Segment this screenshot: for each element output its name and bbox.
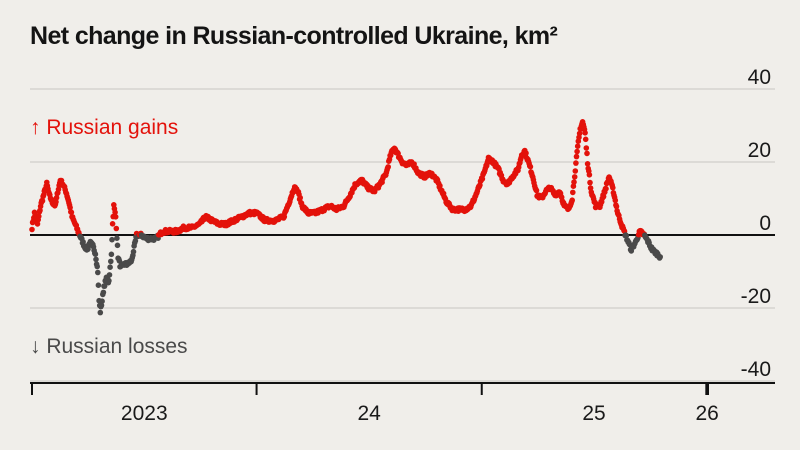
annotation-russian-losses: ↓ Russian losses xyxy=(30,335,188,358)
gain-point xyxy=(113,225,120,232)
loss-point xyxy=(108,251,115,258)
loss-point xyxy=(130,248,137,255)
loss-point xyxy=(94,263,100,270)
loss-point xyxy=(106,277,112,284)
gain-point xyxy=(36,213,42,220)
gain-point xyxy=(112,214,119,220)
gain-point xyxy=(109,221,116,227)
gain-point xyxy=(573,153,580,160)
gain-point xyxy=(587,179,593,186)
gain-point xyxy=(297,194,304,201)
loss-point xyxy=(98,302,105,309)
loss-point xyxy=(95,282,102,289)
gain-point xyxy=(576,130,583,137)
chart-title: Net change in Russian-controlled Ukraine… xyxy=(30,22,558,50)
gain-point xyxy=(571,174,578,180)
gain-point xyxy=(584,150,590,157)
gain-point xyxy=(569,197,575,203)
gain-point xyxy=(53,199,59,205)
gain-point xyxy=(574,148,580,155)
y-tick-label: -40 xyxy=(741,358,771,381)
gain-point xyxy=(281,213,288,220)
gain-point xyxy=(573,160,579,166)
gain-point xyxy=(479,176,486,182)
x-tick-label: 26 xyxy=(695,402,718,425)
loss-point xyxy=(109,236,115,243)
gain-point xyxy=(39,198,46,204)
loss-point xyxy=(101,283,108,289)
y-tick-label: 20 xyxy=(748,139,771,162)
gain-point xyxy=(610,184,616,191)
gain-point xyxy=(582,130,588,136)
gain-point xyxy=(37,207,43,214)
loss-point xyxy=(132,238,139,244)
x-tick-label: 24 xyxy=(357,402,381,425)
loss-point xyxy=(93,256,99,263)
gain-point xyxy=(385,164,392,170)
gain-point xyxy=(613,203,620,210)
gain-point xyxy=(523,150,529,156)
gain-point xyxy=(67,204,73,211)
gain-point xyxy=(53,194,60,201)
loss-point xyxy=(108,258,114,265)
gain-point xyxy=(533,187,540,194)
gain-point xyxy=(584,161,591,167)
data-points xyxy=(29,119,663,316)
gain-point xyxy=(612,197,619,204)
annotation-russian-gains: ↑ Russian gains xyxy=(30,116,178,139)
loss-point xyxy=(623,232,630,239)
gain-point xyxy=(586,172,593,178)
y-tick-label: -20 xyxy=(741,285,771,308)
annotations: ↑ Russian gains ↓ Russian losses xyxy=(30,116,188,358)
gain-point xyxy=(570,189,576,196)
gain-point xyxy=(34,221,41,227)
x-tick-label: 25 xyxy=(582,402,605,425)
x-axis: 2023 24 25 26 xyxy=(30,382,775,425)
loss-point xyxy=(97,309,104,316)
y-tick-label: 40 xyxy=(748,66,771,89)
loss-point xyxy=(95,269,101,276)
gain-point xyxy=(582,136,589,143)
loss-point xyxy=(100,289,107,296)
loss-point xyxy=(99,298,105,305)
loss-point xyxy=(657,254,663,260)
gain-point xyxy=(68,209,75,216)
gain-point xyxy=(583,145,590,151)
x-tick-label: 2023 xyxy=(121,402,168,425)
loss-point xyxy=(114,242,121,249)
loss-point xyxy=(107,264,113,271)
gain-point xyxy=(29,226,35,233)
gain-point xyxy=(600,193,607,200)
loss-point xyxy=(92,251,99,257)
gain-point xyxy=(603,185,609,192)
loss-point xyxy=(114,235,120,241)
gain-point xyxy=(574,143,581,149)
loss-point xyxy=(106,272,113,278)
y-tick-labels: 40 20 0 -20 -40 xyxy=(741,66,771,381)
gain-point xyxy=(112,209,118,216)
loss-point xyxy=(80,239,86,245)
y-tick-label: 0 xyxy=(759,212,771,235)
gain-point xyxy=(527,163,534,170)
gain-point xyxy=(570,183,577,189)
gain-point xyxy=(572,168,579,174)
gain-point xyxy=(571,179,577,185)
